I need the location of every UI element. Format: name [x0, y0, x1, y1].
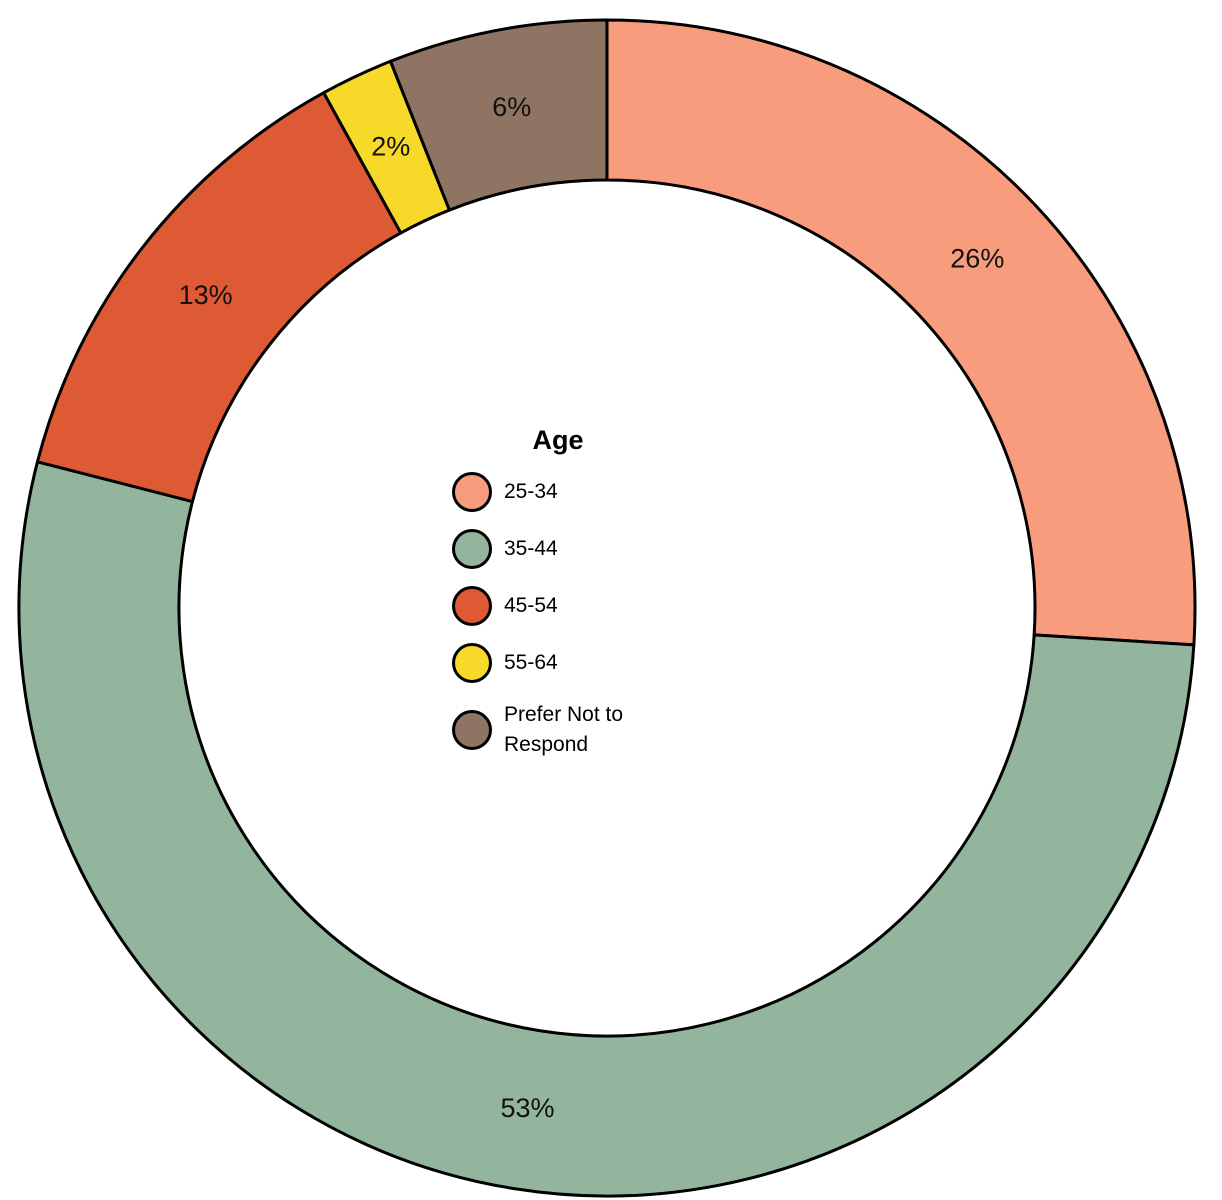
legend-swatch [452, 643, 492, 683]
legend-label: 45-54 [504, 594, 558, 617]
legend-swatch [452, 472, 492, 512]
donut-slice [17, 460, 1196, 1198]
value-label: 53% [501, 1093, 555, 1123]
legend-title: Age [532, 425, 584, 455]
value-label: 2% [371, 131, 410, 161]
value-label: 6% [492, 92, 531, 122]
value-label: 26% [950, 243, 1004, 273]
legend-item: 35-44 [452, 529, 692, 569]
legend-swatch [452, 529, 492, 569]
legend-item: 55-64 [452, 643, 692, 683]
legend-item: 45-54 [452, 586, 692, 626]
legend-label: 25-34 [504, 480, 558, 503]
legend-swatch [452, 586, 492, 626]
value-label: 13% [179, 280, 233, 310]
legend-label: 35-44 [504, 537, 558, 560]
donut-slice [389, 18, 609, 212]
legend-label: Prefer Not to Respond [504, 703, 624, 756]
legend-label: 55-64 [504, 651, 558, 674]
legend-item: Prefer Not to Respond [452, 700, 692, 760]
legend-item: 25-34 [452, 472, 692, 512]
donut-slice [605, 18, 1197, 647]
legend-swatch [452, 710, 492, 750]
legend: Age 25-34 35-44 45-54 55-64 Prefer Not to Re… [452, 425, 692, 777]
